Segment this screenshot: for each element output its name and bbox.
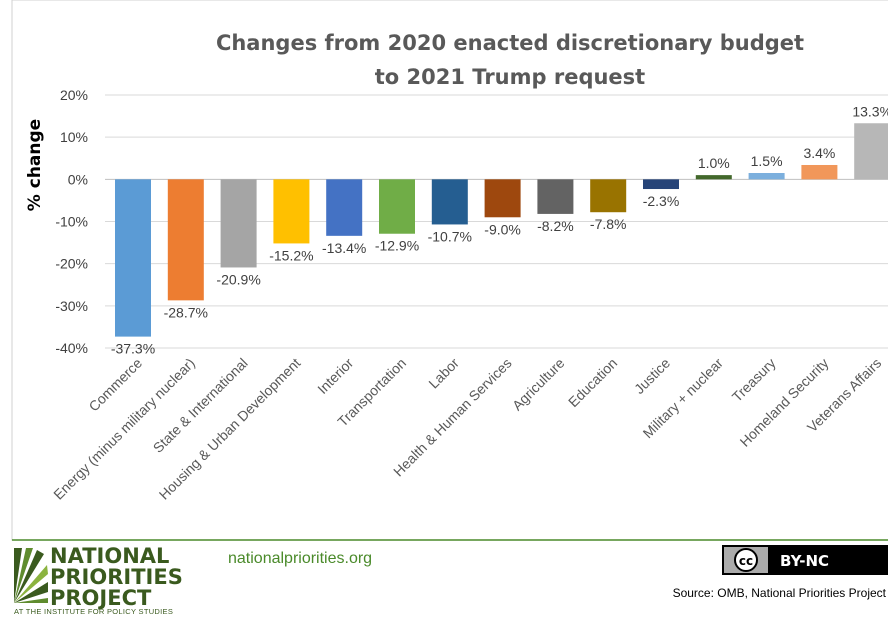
data-label: -12.9% [375,238,419,254]
bar [695,175,732,180]
chart-panel [11,0,888,541]
bar [431,179,468,225]
cc-icon-text: cc [739,554,753,568]
bar [379,179,415,234]
chart-title-line-2: to 2021 Trump request [375,65,645,89]
cc-license-badge: cc BY-NC [722,545,888,575]
y-tick-label: 0% [68,171,88,187]
data-label: -20.9% [216,271,260,287]
data-label: 1.5% [751,153,783,169]
logo-line-1: NATIONAL [50,544,169,568]
data-label: 3.4% [803,145,835,161]
bar-layer [115,123,888,337]
bar [643,179,679,190]
bar [326,179,363,236]
y-axis-label: % change [25,119,45,211]
bar [484,179,521,218]
bar [590,179,627,213]
logo-sunburst-icon [14,547,48,603]
bar [167,179,204,301]
data-label: -10.7% [428,228,472,244]
bar [220,179,257,268]
logo-line-3: PROJECT [50,586,152,610]
data-label: -8.2% [537,218,574,234]
y-tick-label: -40% [55,340,88,356]
bar [537,179,574,214]
data-label: -2.3% [643,193,680,209]
bar [273,179,310,244]
data-label: -15.2% [269,247,313,263]
y-tick-label: 20% [60,87,88,103]
logo-tagline: AT THE INSTITUTE FOR POLICY STUDIES [14,607,173,616]
source-note: Source: OMB, National Priorities Project [673,586,887,600]
bar [854,123,888,180]
logo-line-2: PRIORITIES [50,565,183,589]
data-label: -9.0% [484,221,521,237]
data-label: 1.0% [698,155,730,171]
data-label: -7.8% [590,216,627,232]
npp-logo: NATIONAL PRIORITIES PROJECT AT THE INSTI… [14,544,183,616]
y-tick-label: 10% [60,129,88,145]
y-tick-label: -20% [55,256,88,272]
y-tick-label: -30% [55,298,88,314]
chart-title-line-1: Changes from 2020 enacted discretionary … [216,31,804,55]
cc-license-label: BY-NC [780,552,829,570]
y-tick-label: -10% [55,214,88,230]
website-link[interactable]: nationalpriorities.org [228,550,372,567]
data-label: -13.4% [322,240,366,256]
bar [801,164,838,180]
cc-icon [734,548,758,572]
data-label: -37.3% [111,341,155,357]
y-tick-labels: 20% 10% 0% -10% -20% -30% -40% [55,87,88,356]
data-label-layer: -37.3% -28.7% -20.9% -15.2% -13.4% -12.9% -10.… [111,103,888,356]
data-label: -28.7% [164,304,208,320]
bar [748,173,785,180]
bar [115,179,151,337]
data-label: 13.3% [852,103,888,119]
